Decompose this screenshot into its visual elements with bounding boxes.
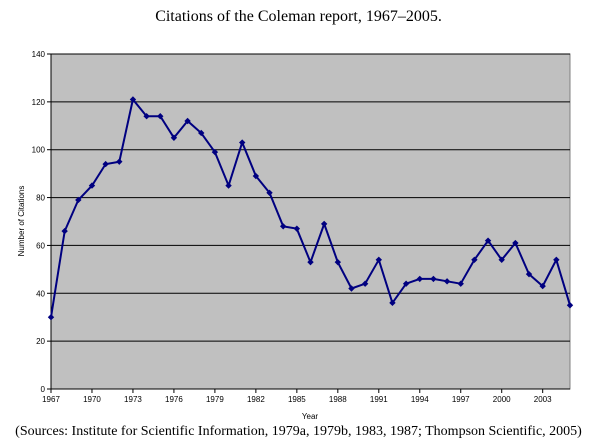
data-point-marker [471,256,478,263]
x-tick-label: 1991 [370,395,388,404]
data-point-marker [402,280,410,287]
x-tick-label: 1982 [247,395,265,404]
x-tick-label: 1979 [206,395,224,404]
data-point-marker [498,256,505,263]
x-tick-label: 1976 [165,395,183,404]
data-point-marker [293,225,301,232]
x-tick-label: 1994 [411,395,429,404]
x-tick-label: 1967 [42,395,60,404]
data-point-marker [47,314,55,321]
data-point-marker [457,280,464,287]
chart-title: Citations of the Coleman report, 1967–20… [155,8,442,25]
y-tick-label: 40 [36,289,45,298]
data-point-marker [170,134,178,141]
data-point-marker [334,258,342,266]
source-note: (Sources: Institute for Scientific Infor… [15,424,582,439]
data-point-marker [443,278,451,285]
data-point-marker [525,270,533,278]
data-point-marker [484,237,492,244]
data-point-marker [225,182,232,189]
y-tick-label: 120 [32,98,46,107]
data-point-marker [320,220,328,228]
y-tick-label: 0 [41,385,46,394]
data-point-marker [307,258,314,266]
y-tick-label: 80 [36,194,45,203]
data-points [47,96,574,321]
data-point-marker [239,139,246,146]
y-tick-label: 100 [32,146,46,155]
data-point-marker [75,196,82,204]
data-point-marker [184,117,191,125]
data-point-marker [88,182,96,189]
x-tick-label: 1985 [288,395,306,404]
y-axis-label: Number of Citations [17,186,26,257]
data-point-marker [116,158,123,165]
data-point-marker [129,96,137,103]
y-tick-label: 140 [32,50,46,59]
data-point-marker [416,275,423,283]
data-point-marker [361,280,369,287]
data-point-marker [279,223,287,230]
y-axis-ticks: 0 20 40 60 80 100 120 140 [32,50,51,394]
data-point-marker [539,282,546,290]
x-axis-ticks: 1967 1970 1973 1976 1979 1982 1985 1988 1991 1994… [42,389,552,404]
x-tick-label: 2000 [493,395,511,404]
data-point-marker [566,302,574,309]
data-point-marker [61,227,68,235]
data-point-marker [389,299,396,307]
data-point-marker [211,148,219,156]
data-point-marker [375,256,382,263]
x-tick-label: 1970 [83,395,101,404]
y-tick-label: 60 [36,241,45,250]
x-tick-label: 1973 [124,395,142,404]
data-point-marker [348,285,355,292]
plot-area [50,53,571,390]
data-point-marker [102,160,109,168]
data-point-marker [252,172,260,180]
data-point-marker [198,129,205,137]
x-tick-label: 1997 [452,395,470,404]
data-point-marker [157,113,164,120]
data-point-marker [553,256,560,263]
x-tick-label: 1988 [329,395,347,404]
data-point-marker [512,239,519,247]
data-point-marker [143,113,150,120]
x-tick-label: 2003 [534,395,552,404]
data-point-marker [266,189,273,196]
x-axis-label: Year [302,412,319,421]
y-tick-label: 20 [36,337,45,346]
data-point-marker [430,275,437,283]
